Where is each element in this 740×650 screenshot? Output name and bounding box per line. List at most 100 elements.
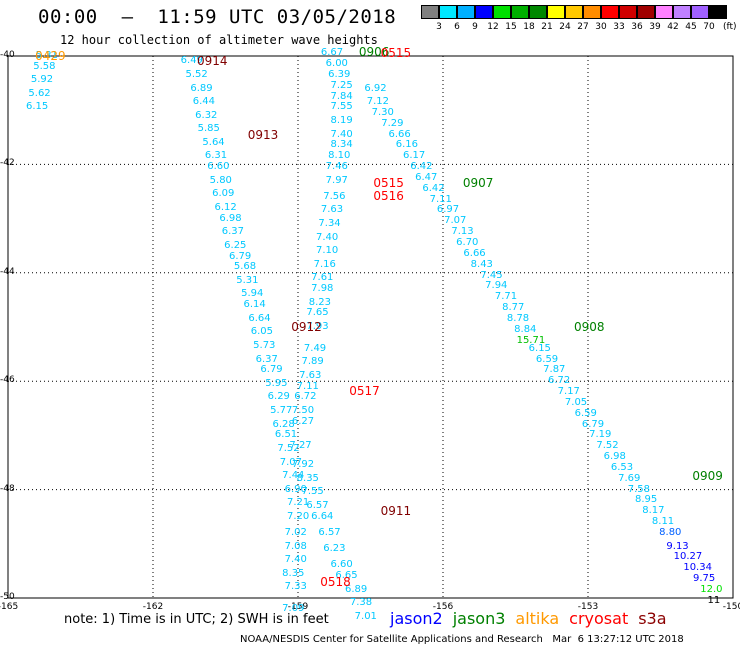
pass-time-label: 0912	[291, 320, 322, 334]
color-scale-label: 70	[703, 22, 715, 32]
wave-height-value: 6.57	[318, 526, 341, 538]
wave-height-value: 7.58	[627, 483, 651, 495]
wave-height-value: 7.34	[318, 218, 341, 230]
wave-height-value: 5.31	[236, 274, 259, 286]
wave-height-value: 8.11	[651, 516, 675, 528]
wave-height-value: 6.72	[294, 391, 317, 403]
longitude-label: -150	[722, 602, 740, 612]
wave-height-value: 6.27	[291, 415, 315, 427]
pass-time-label: 0429	[35, 49, 66, 63]
wave-height-value: 7.55	[330, 101, 353, 113]
color-scale-label: 18	[523, 22, 535, 32]
color-scale-label: 42	[667, 22, 679, 32]
color-scale-cell	[691, 5, 709, 19]
wave-height-value: 6.60	[207, 161, 230, 173]
color-scale-cell	[619, 5, 637, 19]
wave-height-value: 8.35	[282, 567, 305, 579]
pass-time-label: 0909	[692, 469, 723, 484]
wave-height-value: 6.64	[311, 510, 334, 522]
pass-time-label: 0906	[358, 44, 390, 59]
color-scale-cell	[673, 5, 691, 19]
wave-height-value: 7.50	[291, 405, 315, 416]
legend-entry-jason2: jason2	[390, 609, 443, 628]
wave-height-value: 8.78	[506, 312, 530, 324]
wave-height-value: 6.53	[610, 461, 634, 473]
wave-height-value: 7.89	[301, 356, 324, 368]
wave-height-value: 6.66	[463, 247, 486, 259]
wave-height-value: 6.14	[243, 299, 266, 311]
color-scale-cell	[601, 5, 619, 19]
wave-height-value: 6.79	[260, 364, 283, 376]
wave-height-value: 8.10	[328, 150, 351, 162]
color-scale-cell	[421, 5, 439, 19]
wave-height-value: 6.79	[581, 418, 605, 430]
wave-height-value: 7.11	[429, 193, 452, 205]
wave-height-value: 5.95	[265, 377, 288, 389]
legend-entry-jason3: jason3	[452, 609, 506, 628]
wave-height-value: 7.05	[564, 396, 588, 408]
wave-height-value: 8.35	[296, 472, 319, 484]
wave-height-value: 7.07	[279, 456, 303, 468]
color-scale-cell	[565, 5, 583, 19]
wave-height-value: 6.60	[330, 559, 353, 571]
wave-height-value: 7.13	[451, 226, 474, 238]
wave-height-value: 8.95	[635, 494, 658, 506]
wave-height-value: 6.32	[195, 109, 218, 121]
wave-height-value: 6.09	[212, 188, 235, 200]
color-scale-label: 36	[631, 22, 643, 32]
color-scale-cell	[529, 5, 547, 19]
wave-height-value: 7.93	[306, 321, 329, 332]
wave-height-value: 6.49	[180, 55, 203, 67]
wave-height-value: 6.25	[224, 239, 247, 251]
wave-height-value: 11	[707, 594, 721, 606]
wave-height-value: 6.47	[415, 171, 438, 183]
wave-height-value: 7.49	[303, 342, 327, 354]
wave-height-value: 7.19	[589, 429, 612, 441]
wave-height-value: 6.16	[395, 139, 419, 151]
wave-height-value: 7.12	[366, 96, 390, 108]
longitude-label: -153	[577, 602, 599, 612]
map-footer: NOAA/NESDIS Center for Satellite Applica…	[240, 634, 684, 645]
wave-height-value: 7.52	[596, 440, 619, 452]
wave-height-value: 7.44	[282, 470, 305, 482]
wave-height-value: 6.37	[221, 226, 245, 238]
wave-height-value: 8.17	[642, 505, 665, 517]
wave-height-value: 7.07	[444, 215, 467, 227]
wave-height-value: 8.80	[659, 526, 682, 538]
wave-height-value: 6.66	[388, 128, 411, 140]
color-scale-label: 3	[436, 22, 442, 32]
wave-height-value: 5.58	[33, 60, 56, 72]
wave-height-value: 6.89	[190, 82, 213, 94]
wave-height-value: 7.98	[311, 283, 334, 295]
wave-height-value: 7.38	[349, 597, 373, 609]
wave-height-value: 8.23	[308, 296, 332, 308]
wave-height-value: 6.79	[229, 250, 252, 262]
color-scale-label: 33	[613, 22, 625, 32]
wave-height-value: 6.39	[328, 68, 351, 80]
wave-height-value: 6.28	[272, 418, 295, 430]
wave-height-value: 6.44	[192, 96, 216, 108]
wave-height-value: 7.08	[284, 540, 307, 552]
wave-height-value: 6.67	[320, 47, 344, 59]
wave-height-value: 5.77	[270, 405, 293, 416]
longitude-label: -162	[142, 602, 164, 612]
latitude-label: -42	[0, 158, 15, 169]
wave-height-value: 7.71	[494, 291, 518, 303]
wave-height-value: 5.92	[30, 74, 54, 86]
wave-height-value: 7.30	[371, 106, 394, 118]
wave-height-value: 7.69	[618, 472, 641, 484]
wave-height-value: 9.75	[693, 573, 716, 585]
wave-height-value: 7.17	[557, 386, 580, 398]
longitude-label: -165	[0, 602, 19, 612]
wave-height-value: 5.64	[202, 136, 225, 148]
wave-height-value: 6.29	[267, 391, 290, 403]
wave-height-value: 7.56	[323, 190, 346, 202]
color-scale-label: 27	[577, 22, 589, 32]
wave-height-value: 7.52	[277, 442, 300, 454]
color-scale-label: 6	[454, 22, 460, 32]
wave-height-value: 6.37	[255, 353, 278, 365]
wave-height-value: 7.84	[330, 90, 353, 102]
pass-time-label: 0908	[574, 320, 605, 334]
wave-height-value: 7.27	[289, 440, 312, 452]
page-subtitle: 12 hour collection of altimeter wave hei…	[60, 33, 378, 47]
